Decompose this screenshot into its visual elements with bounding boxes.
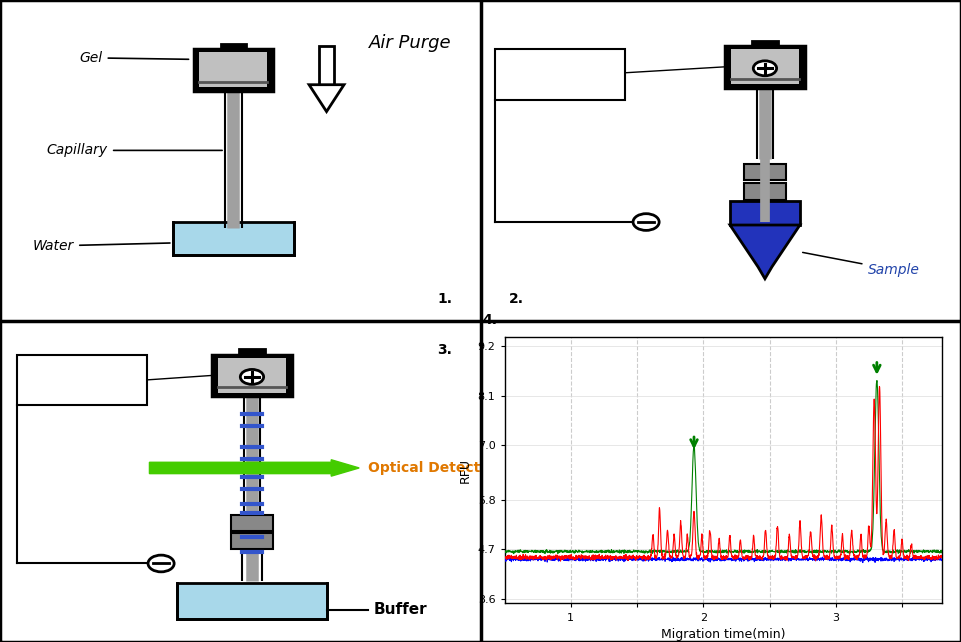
Y-axis label: RFU: RFU	[459, 458, 472, 483]
Text: Sample: Sample	[802, 252, 920, 277]
Text: 4.: 4.	[482, 313, 498, 327]
X-axis label: Migration time(min): Migration time(min)	[661, 628, 785, 641]
Bar	[212, 354, 291, 396]
Text: High Voltage
Power Supply: High Voltage Power Supply	[518, 59, 602, 90]
Circle shape	[753, 61, 776, 76]
Bar	[319, 46, 334, 85]
Text: 1.: 1.	[437, 291, 453, 306]
Text: Buffer: Buffer	[373, 602, 427, 617]
Bar	[731, 49, 799, 84]
Text: Optical Detect: Optical Detect	[368, 461, 480, 475]
FancyArrow shape	[150, 460, 359, 476]
Bar	[199, 53, 267, 87]
Text: Air Purge: Air Purge	[368, 34, 451, 52]
Bar	[231, 515, 273, 531]
Text: Gel: Gel	[80, 51, 188, 65]
Text: 3.: 3.	[437, 343, 453, 356]
Circle shape	[633, 214, 659, 230]
Text: 2.: 2.	[508, 291, 524, 306]
Bar	[752, 40, 777, 46]
Bar	[744, 164, 786, 180]
Bar	[220, 44, 246, 49]
Bar	[194, 49, 273, 91]
Text: High Voltage
Power Supply: High Voltage Power Supply	[39, 365, 124, 395]
FancyBboxPatch shape	[495, 49, 626, 100]
Text: Water: Water	[33, 239, 170, 253]
Bar	[218, 358, 286, 393]
Bar	[178, 583, 327, 619]
Bar	[239, 349, 265, 354]
Bar	[231, 533, 273, 548]
FancyBboxPatch shape	[16, 354, 147, 405]
Bar	[730, 201, 800, 225]
Text: Capillary: Capillary	[47, 143, 222, 157]
Circle shape	[148, 555, 174, 572]
Bar	[726, 46, 804, 88]
Bar	[744, 183, 786, 200]
Bar	[173, 222, 294, 255]
Polygon shape	[730, 225, 800, 279]
Circle shape	[240, 369, 263, 385]
Polygon shape	[309, 85, 344, 112]
